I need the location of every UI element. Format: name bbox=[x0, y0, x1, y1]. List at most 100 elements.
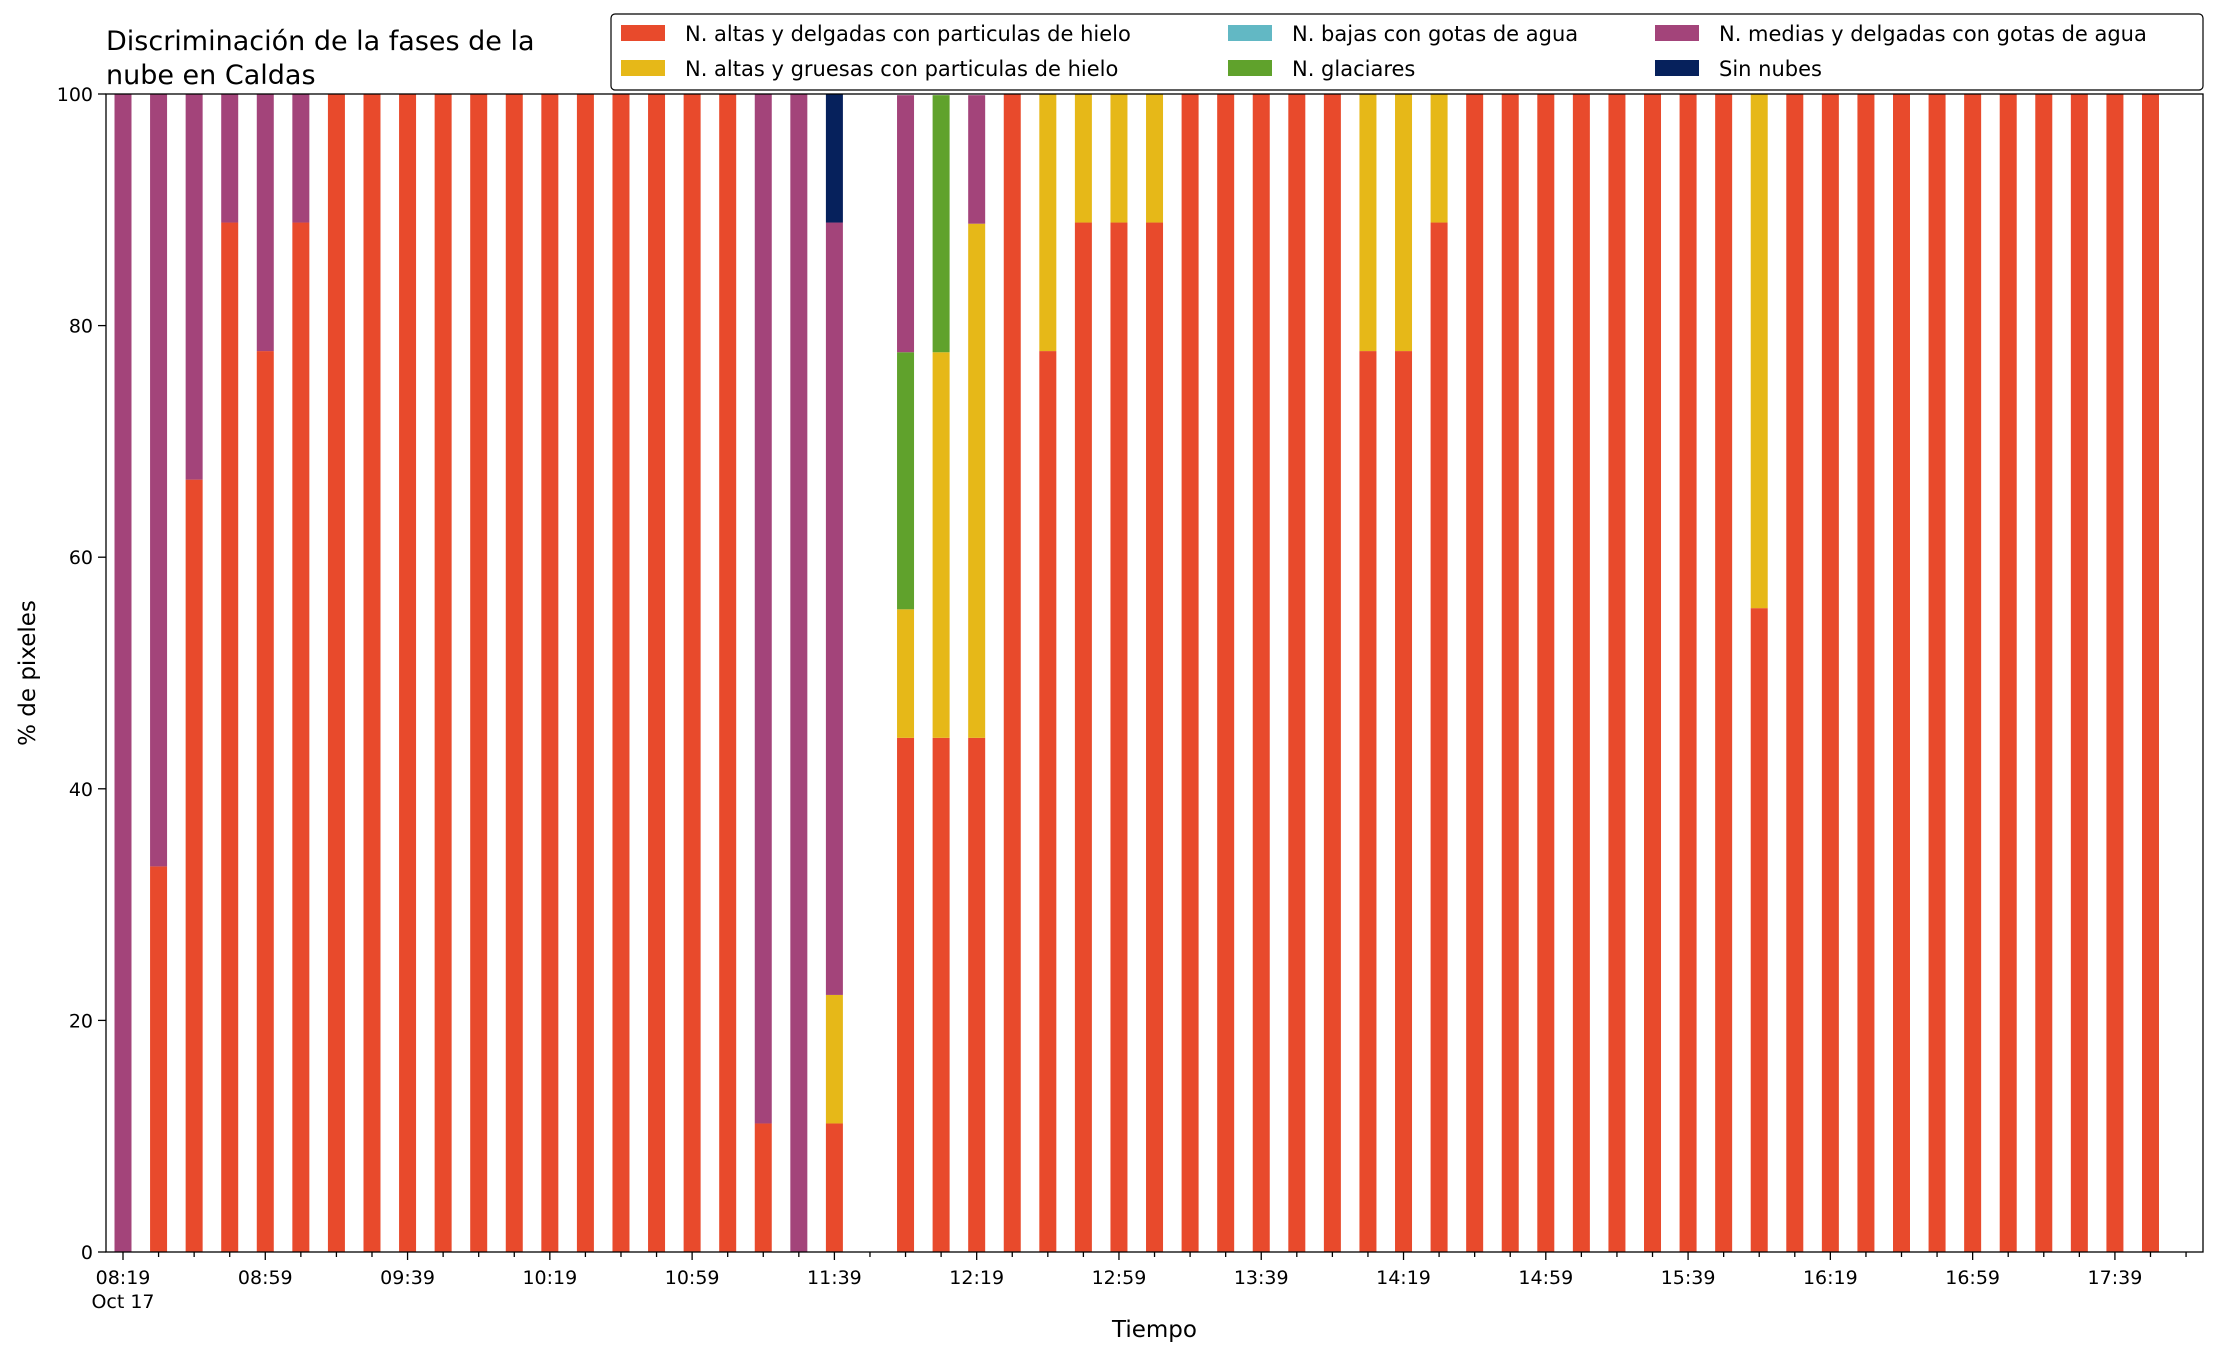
x-tick-label: 14:59 bbox=[1518, 1267, 1573, 1289]
bar-segment bbox=[292, 94, 310, 223]
bar-segment bbox=[1964, 94, 1982, 1252]
bar-segment bbox=[1857, 94, 1875, 1252]
bar-segment bbox=[1750, 94, 1768, 609]
bar-segment bbox=[1430, 94, 1448, 223]
legend-label: N. glaciares bbox=[1292, 57, 1415, 81]
chart-title-line: Discriminación de la fases de la bbox=[106, 26, 535, 57]
bar-segment bbox=[256, 351, 274, 1253]
legend-box bbox=[610, 13, 2204, 91]
legend-label: N. altas y delgadas con particulas de hi… bbox=[685, 22, 1131, 46]
bar-segment bbox=[1644, 94, 1662, 1252]
x-tick-label: 09:39 bbox=[380, 1267, 435, 1289]
bar-segment bbox=[1537, 94, 1555, 1252]
y-tick-label: 100 bbox=[57, 84, 93, 106]
legend-label: N. medias y delgadas con gotas de agua bbox=[1719, 22, 2147, 46]
bar-segment bbox=[399, 94, 417, 1252]
legend-label: N. altas y gruesas con particulas de hie… bbox=[685, 57, 1118, 81]
bar-segment bbox=[1252, 94, 1270, 1252]
legend-swatch bbox=[1228, 25, 1272, 41]
bar-segment bbox=[150, 866, 168, 1252]
y-axis: 0 20 40 60 80 100 bbox=[57, 84, 106, 1264]
bar-segment bbox=[2106, 94, 2124, 1252]
x-tick-label: 12:59 bbox=[1092, 1267, 1147, 1289]
bar-segment bbox=[897, 609, 915, 738]
bar-segment bbox=[1821, 94, 1839, 1252]
x-tick-label: 10:59 bbox=[665, 1267, 720, 1289]
legend-swatch bbox=[1228, 60, 1272, 76]
bar-segment bbox=[1039, 351, 1057, 1253]
x-tick-label: 08:59 bbox=[238, 1267, 293, 1289]
bar-segment bbox=[114, 94, 132, 1252]
bar-segment bbox=[256, 94, 274, 352]
y-tick-label: 60 bbox=[69, 547, 93, 569]
bar-segment bbox=[1715, 94, 1733, 1252]
x-tick-label: 13:39 bbox=[1234, 1267, 1289, 1289]
bar-segment bbox=[1110, 222, 1128, 1252]
x-tick-label: 16:59 bbox=[1945, 1267, 2000, 1289]
x-axis-label: Tiempo bbox=[1111, 1317, 1197, 1343]
bar-segment bbox=[541, 94, 559, 1252]
bar-segment bbox=[612, 94, 630, 1252]
bar-segment bbox=[221, 222, 239, 1252]
x-tick-label: 16:19 bbox=[1803, 1267, 1858, 1289]
bar-segment bbox=[1146, 222, 1164, 1252]
bar-segment bbox=[1146, 94, 1164, 223]
bar-segment bbox=[648, 94, 666, 1252]
x-tick-label: 14:19 bbox=[1376, 1267, 1431, 1289]
bar-segment bbox=[150, 94, 168, 867]
bar-segment bbox=[363, 94, 381, 1252]
bar-segment bbox=[683, 94, 701, 1252]
y-tick-label: 0 bbox=[81, 1242, 93, 1264]
bar-segment bbox=[327, 94, 345, 1252]
bar-segment bbox=[470, 94, 488, 1252]
bar-segment bbox=[897, 737, 915, 1252]
x-tick-label: 10:19 bbox=[522, 1267, 577, 1289]
x-tick-label: 08:19 bbox=[96, 1267, 151, 1289]
bar-segment bbox=[1501, 94, 1519, 1252]
bar-segment bbox=[968, 223, 986, 738]
bar-segment bbox=[968, 95, 986, 224]
bar-segment bbox=[1074, 94, 1092, 223]
bar-segment bbox=[1928, 94, 1946, 1252]
bar-segment bbox=[1074, 222, 1092, 1252]
bar-segment bbox=[932, 737, 950, 1252]
bar-segment bbox=[1786, 94, 1804, 1252]
bar-segment bbox=[185, 94, 203, 480]
bar-segment bbox=[825, 94, 843, 223]
legend-label: N. bajas con gotas de agua bbox=[1292, 22, 1578, 46]
bar-segment bbox=[825, 994, 843, 1124]
bar-segment bbox=[1359, 94, 1377, 352]
legend-swatch bbox=[1655, 60, 1699, 76]
legend-label: Sin nubes bbox=[1719, 57, 1822, 81]
bar-segment bbox=[719, 94, 737, 1252]
bar-segment bbox=[932, 352, 950, 738]
bar-segment bbox=[1395, 94, 1413, 352]
bar-segment bbox=[1395, 351, 1413, 1253]
bar-segment bbox=[1999, 94, 2017, 1252]
legend-swatch bbox=[621, 25, 665, 41]
bar-segment bbox=[1288, 94, 1306, 1252]
bar-segment bbox=[754, 1123, 772, 1252]
bar-segment bbox=[185, 479, 203, 1252]
bar-segment bbox=[2141, 94, 2159, 1252]
bar-segment bbox=[825, 1123, 843, 1252]
chart-title-line: nube en Caldas bbox=[106, 60, 316, 91]
bar-segment bbox=[1323, 94, 1341, 1252]
y-tick-label: 20 bbox=[69, 1010, 93, 1032]
bar-segment bbox=[1750, 608, 1768, 1252]
bar-segment bbox=[1430, 222, 1448, 1252]
x-tick-label: 17:39 bbox=[2088, 1267, 2143, 1289]
bar-segment bbox=[897, 95, 915, 353]
bar-segment bbox=[1608, 94, 1626, 1252]
bar-segment bbox=[2070, 94, 2088, 1252]
bar-segment bbox=[292, 222, 310, 1252]
bar-segment bbox=[790, 94, 808, 1252]
bar-segment bbox=[221, 94, 239, 223]
bar-segment bbox=[1466, 94, 1484, 1252]
y-tick-label: 80 bbox=[69, 316, 93, 338]
bar-segment bbox=[505, 94, 523, 1252]
bar-segment bbox=[1181, 94, 1199, 1252]
